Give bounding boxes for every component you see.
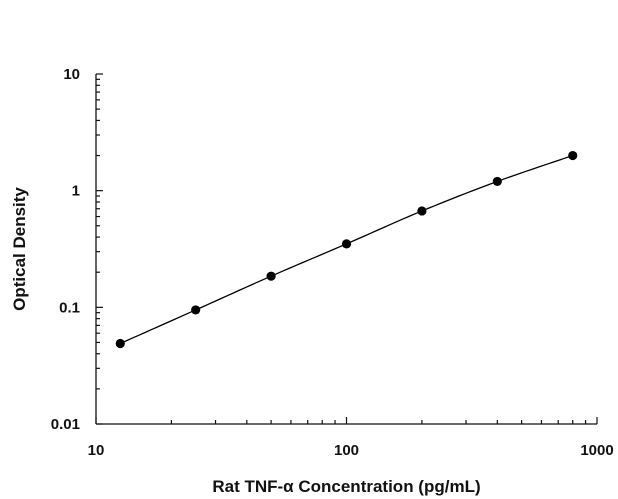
y-tick-label: 0.01 — [51, 416, 80, 433]
x-axis-title: Rat TNF-α Concentration (pg/mL) — [212, 477, 480, 496]
data-point — [492, 176, 502, 187]
fit-curve — [120, 154, 573, 345]
axes — [95, 73, 598, 425]
fit-curve-group — [120, 154, 573, 345]
y-axis-title: Optical Density — [10, 187, 29, 311]
x-tick-label: 100 — [334, 442, 359, 459]
data-point — [115, 338, 125, 349]
data-point — [417, 206, 427, 216]
x-tick-label: 10 — [88, 442, 105, 459]
data-point — [341, 239, 352, 249]
y-tick-label: 1 — [72, 183, 80, 200]
y-tick-label: 10 — [63, 66, 80, 83]
x-tick-label: 1000 — [580, 442, 613, 459]
data-point — [568, 150, 578, 161]
data-points — [115, 150, 578, 349]
tick-labels: 10 100 1000 0.01 0.1 1 10 — [51, 66, 614, 459]
data-point — [266, 271, 276, 281]
y-tick-label: 0.1 — [59, 299, 80, 316]
data-point — [191, 305, 201, 315]
